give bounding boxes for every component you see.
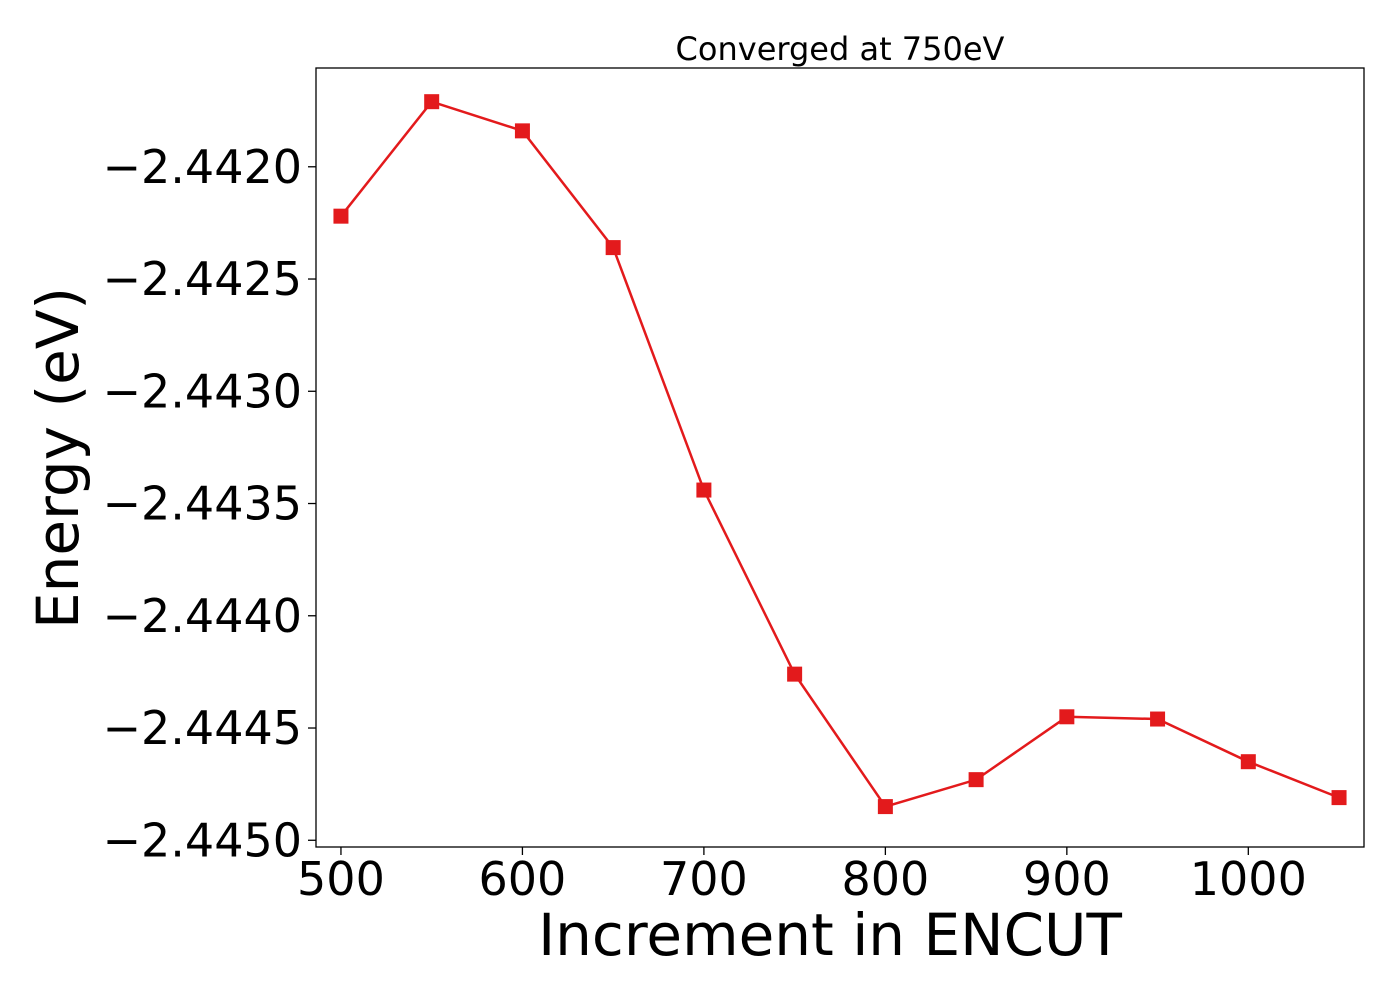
x-tick-label: 800 [841, 852, 929, 906]
data-point-marker [787, 666, 803, 682]
data-point-marker [1150, 711, 1166, 727]
data-point-marker [1240, 754, 1256, 770]
data-point-marker [968, 772, 984, 788]
data-point-marker [333, 208, 349, 224]
x-tick-label: 900 [1023, 852, 1111, 906]
y-tick-label: −2.4450 [103, 813, 303, 867]
y-tick-label: −2.4440 [103, 589, 303, 643]
data-point-marker [1059, 709, 1075, 725]
data-point-marker [514, 123, 530, 139]
ticks-layer: 500 600 700 800 900 1000 −2.4420 −2.4425 −2.4430… [103, 140, 1307, 906]
y-tick-label: −2.4420 [103, 140, 303, 194]
plot-frame [315, 67, 1365, 848]
x-tick-label: 500 [297, 852, 385, 906]
data-point-marker [696, 482, 712, 498]
series-layer [333, 94, 1347, 815]
x-axis-label: Increment in ENCUT [538, 901, 1122, 969]
y-tick-label: −2.4435 [103, 477, 303, 531]
x-tick-label: 700 [660, 852, 748, 906]
y-axis-label: Energy (eV) [24, 287, 92, 629]
series-line [339, 100, 1340, 809]
data-point-marker [424, 94, 440, 110]
y-tick-label: −2.4425 [103, 252, 303, 306]
data-point-marker [877, 799, 893, 815]
y-tick-label: −2.4445 [103, 701, 303, 755]
chart-title: Converged at 750eV [676, 30, 1005, 68]
data-point-marker [605, 240, 621, 256]
x-tick-label: 600 [479, 852, 567, 906]
y-tick-label: −2.4430 [103, 364, 303, 418]
x-tick-label: 1000 [1190, 852, 1307, 906]
data-point-marker [1331, 790, 1347, 806]
